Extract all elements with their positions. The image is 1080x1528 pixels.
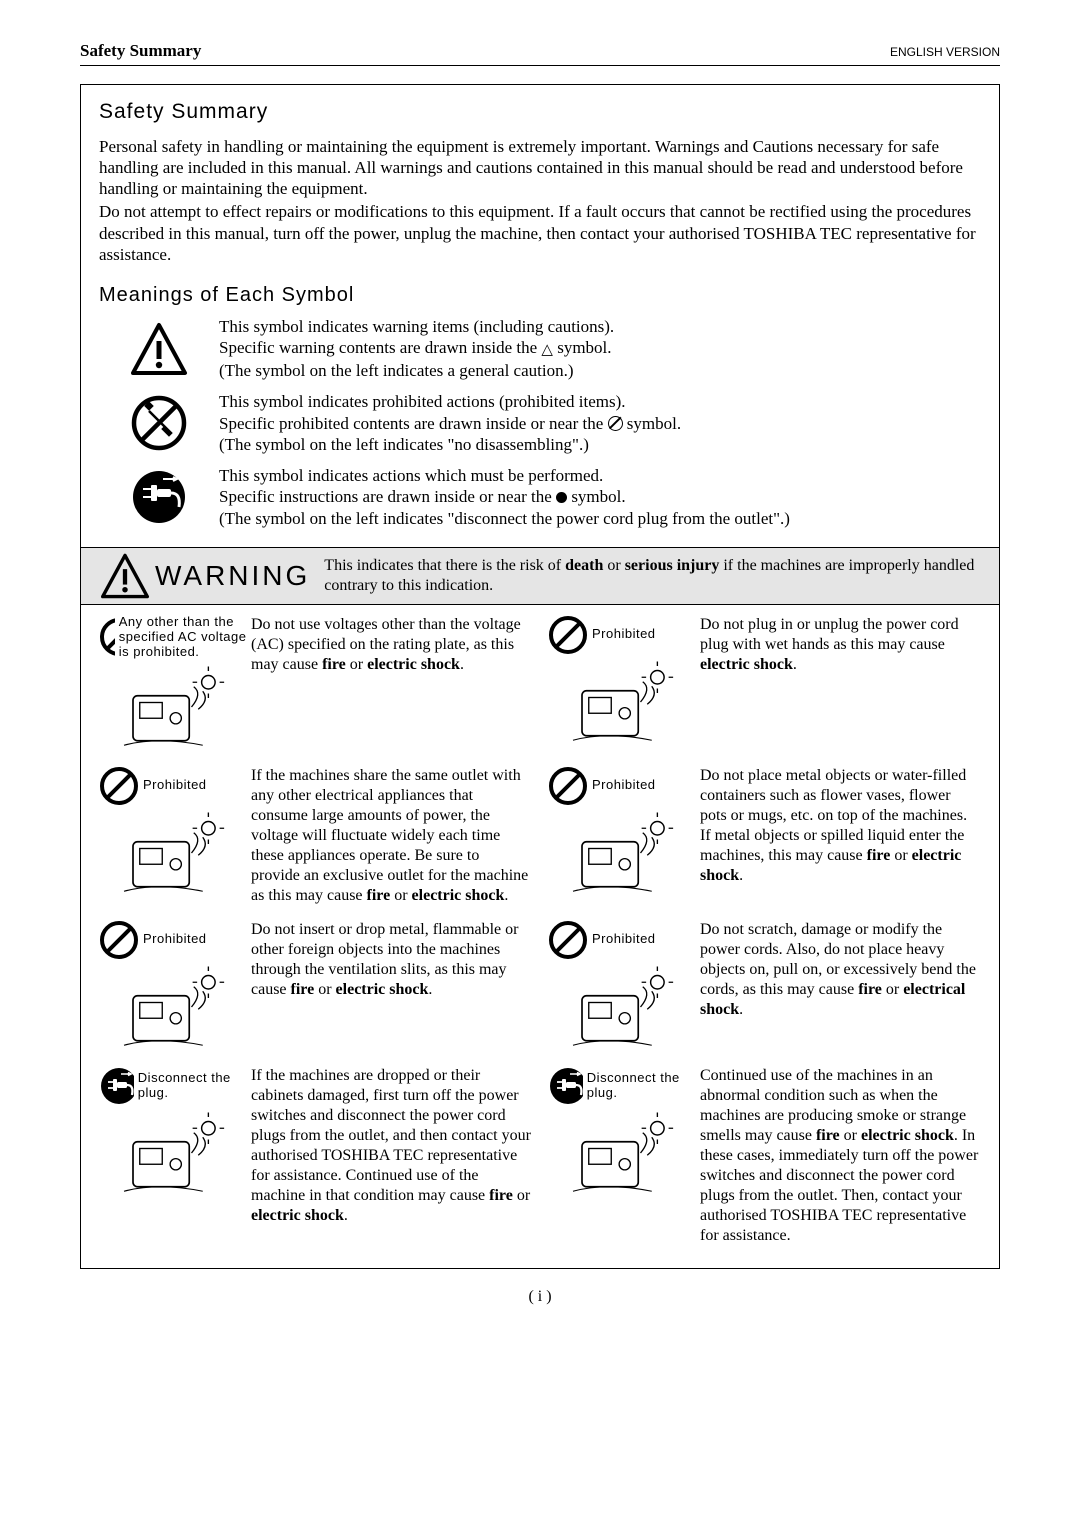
warning-desc: This indicates that there is the risk of… [324,556,987,596]
cell-cords: Prohibited Do not scratch, damage or mod… [540,916,989,1062]
symbol-row-warning: This symbol indicates warning items (inc… [99,316,981,381]
warning-triangle-icon [99,321,219,377]
dot-inline-icon [556,492,567,503]
prohibit-icon [548,920,588,960]
prohibit-icon [548,766,588,806]
cell-dropped: Disconnect the plug. If the machines are… [91,1062,540,1256]
prohibit-inline-icon [608,416,623,431]
cell7-text: Continued use of the machines in an abno… [698,1066,981,1246]
safety-summary-title: Safety Summary [99,99,981,125]
no-disassemble-icon [99,393,219,453]
prohibit-icon [99,766,139,806]
cell4-label: Prohibited [143,932,207,947]
warning-desc-b: or [603,557,624,574]
cell0-text: Do not use voltages other than the volta… [249,615,532,675]
intro-paragraph-2: Do not attempt to effect repairs or modi… [99,201,981,265]
cell3-label: Prohibited [592,778,656,793]
cell-voltage: Any other than the specified AC voltage … [91,611,540,762]
mustdo-icon [99,1066,134,1106]
symbol1-line3: (The symbol on the left indicates a gene… [219,361,574,380]
symbol2-line3: (The symbol on the left indicates "no di… [219,435,589,454]
cell2-illustration [99,808,239,898]
warning-grid: Any other than the specified AC voltage … [81,605,999,1268]
cell5-label: Prohibited [592,932,656,947]
symbol-row-prohibited: This symbol indicates prohibited actions… [99,391,981,455]
cell1-text: Do not plug in or unplug the power cord … [698,615,981,675]
symbol3-line2b: symbol. [567,487,626,506]
symbol1-line2a: Specific warning contents are drawn insi… [219,338,541,357]
main-box: Safety Summary Personal safety in handli… [80,84,1000,1268]
cell-sharedoutlet: Prohibited If the machines share the sam… [91,762,540,916]
prohibit-icon [99,617,115,657]
mustdo-icon [548,1066,583,1106]
warning-bar-icon [99,552,151,600]
cell6-text: If the machines are dropped or their cab… [249,1066,532,1226]
cell6-label: Disconnect the plug. [138,1071,249,1101]
cell2-label: Prohibited [143,778,207,793]
meanings-subtitle: Meanings of Each Symbol [99,283,981,308]
warning-bold1: death [565,557,603,574]
page-number: ( i ) [80,1287,1000,1307]
symbol2-line1: This symbol indicates prohibited actions… [219,392,626,411]
intro-paragraph-1: Personal safety in handling or maintaini… [99,136,981,200]
symbol3-line1: This symbol indicates actions which must… [219,466,603,485]
warning-bar: WARNING This indicates that there is the… [81,547,999,605]
cell7-label: Disconnect the plug. [587,1071,698,1101]
cell2-text: If the machines share the same outlet wi… [249,766,532,906]
warning-word: WARNING [155,558,310,593]
prohibit-icon [99,920,139,960]
cell7-illustration [548,1108,688,1198]
cell3-illustration [548,808,688,898]
warning-desc-a: This indicates that there is the risk of [324,557,565,574]
cell5-text: Do not scratch, damage or modify the pow… [698,920,981,1020]
cell6-illustration [99,1108,239,1198]
triangle-inline-icon: △ [541,341,553,360]
cell5-illustration [548,962,688,1052]
prohibit-icon [548,615,588,655]
symbol1-line1: This symbol indicates warning items (inc… [219,317,614,336]
cell-ventilation: Prohibited Do not insert or drop metal, … [91,916,540,1062]
cell1-illustration [548,657,688,747]
cell0-illustration [99,662,239,752]
symbol2-line2b: symbol. [623,414,682,433]
cell4-illustration [99,962,239,1052]
cell3-text: Do not place metal objects or water-fill… [698,766,981,886]
symbol3-line2a: Specific instructions are drawn inside o… [219,487,556,506]
cell-smoke: Disconnect the plug. Continued use of th… [540,1062,989,1256]
cell-metalwater: Prohibited Do not place metal objects or… [540,762,989,916]
header-right: ENGLISH VERSION [890,45,1000,60]
cell0-label: Any other than the specified AC voltage … [119,615,249,660]
symbol1-line2b: symbol. [553,338,612,357]
symbol3-line3: (The symbol on the left indicates "disco… [219,509,790,528]
symbol-row-mustdo: This symbol indicates actions which must… [99,465,981,529]
cell1-label: Prohibited [592,627,656,642]
symbol2-line2a: Specific prohibited contents are drawn i… [219,414,608,433]
cell4-text: Do not insert or drop metal, flammable o… [249,920,532,1000]
header-left: Safety Summary [80,40,201,61]
warning-bold2: serious injury [625,557,720,574]
cell-wethands: Prohibited Do not plug in or unplug the … [540,611,989,762]
disconnect-plug-icon [99,467,219,527]
